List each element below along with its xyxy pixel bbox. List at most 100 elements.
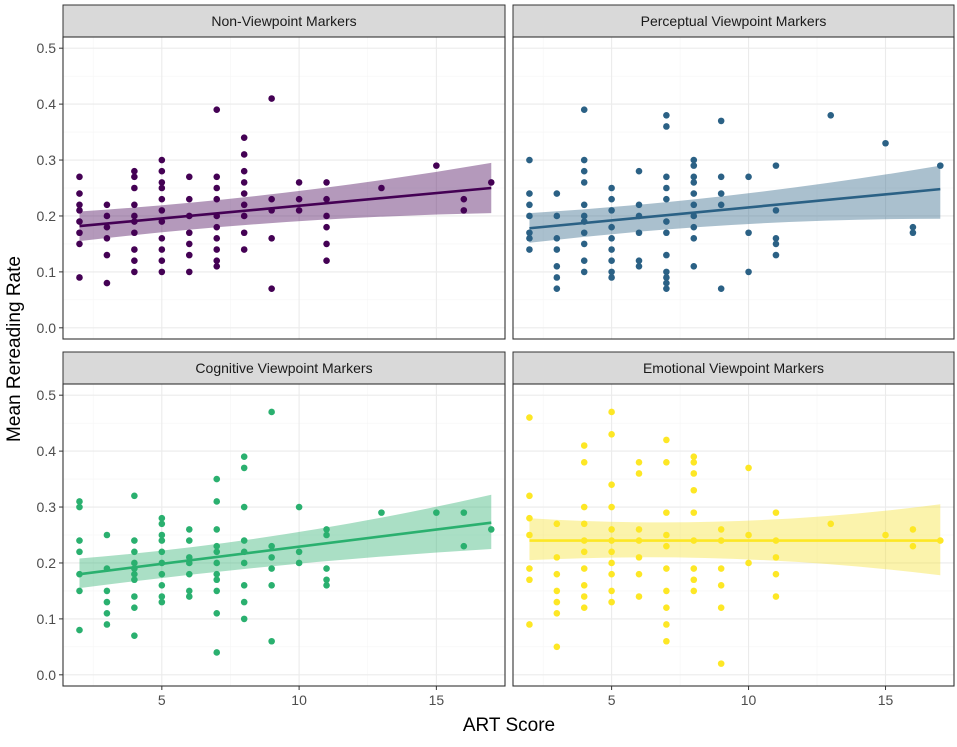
x-tick-label: 5 <box>608 692 616 708</box>
data-point <box>663 285 670 292</box>
facet-title: Emotional Viewpoint Markers <box>643 360 824 376</box>
data-point <box>131 246 138 253</box>
data-point <box>717 173 725 181</box>
confidence-band <box>79 494 492 589</box>
data-point <box>663 229 670 237</box>
data-point <box>717 660 725 667</box>
data-point <box>580 156 588 164</box>
facet-title: Cognitive Viewpoint Markers <box>195 360 372 376</box>
data-point <box>268 582 275 589</box>
data-point <box>158 246 166 253</box>
data-point <box>553 212 561 220</box>
data-point <box>663 251 670 259</box>
data-point <box>526 565 533 572</box>
data-point <box>76 190 83 197</box>
data-point <box>580 548 588 556</box>
data-point <box>76 201 83 209</box>
data-point <box>526 201 533 209</box>
data-point <box>268 95 275 102</box>
data-point <box>158 207 166 214</box>
data-point <box>213 649 221 656</box>
data-point <box>580 268 588 276</box>
data-point <box>213 106 221 114</box>
data-point <box>663 184 670 192</box>
data-point <box>131 229 138 237</box>
data-point <box>268 285 275 292</box>
data-point <box>663 565 670 572</box>
data-point <box>690 470 698 477</box>
data-point <box>690 156 698 164</box>
data-point <box>185 229 193 237</box>
data-point <box>580 442 588 449</box>
data-point <box>690 576 698 584</box>
data-point <box>745 173 752 181</box>
data-point <box>158 268 166 276</box>
data-point <box>460 542 468 550</box>
data-point <box>268 235 275 242</box>
data-point <box>580 229 588 237</box>
x-tick-label: 15 <box>878 692 894 708</box>
facet-strip <box>512 351 955 385</box>
data-point <box>717 604 725 612</box>
data-point <box>295 207 303 214</box>
data-point <box>76 498 83 505</box>
data-point <box>213 262 221 270</box>
data-point <box>717 565 725 572</box>
data-point <box>663 268 670 276</box>
data-point <box>690 565 698 572</box>
data-point <box>185 587 193 595</box>
data-point <box>580 212 588 220</box>
data-point <box>213 548 221 556</box>
data-point <box>240 246 248 253</box>
data-point <box>323 257 330 265</box>
data-point <box>240 615 248 623</box>
y-tick-label: 0.4 <box>37 443 57 459</box>
data-point <box>608 207 615 214</box>
facet-title: Perceptual Viewpoint Markers <box>641 13 827 29</box>
data-point <box>131 593 138 600</box>
data-point <box>608 246 615 253</box>
data-point <box>240 179 248 186</box>
data-point <box>526 246 533 253</box>
data-point <box>608 570 615 578</box>
data-point <box>690 509 698 516</box>
data-point <box>213 526 221 533</box>
facet-panel-4: Emotional Viewpoint Markers 5 10 15 <box>512 351 955 708</box>
data-point <box>580 604 588 612</box>
y-tick-label: 0.4 <box>37 96 57 112</box>
data-point <box>553 609 561 617</box>
data-point <box>553 246 561 253</box>
data-point <box>526 531 533 539</box>
data-point <box>323 223 330 231</box>
confidence-band <box>79 162 492 242</box>
data-point <box>526 235 533 242</box>
data-point <box>827 111 835 119</box>
data-point <box>323 582 330 589</box>
data-point <box>608 274 615 281</box>
data-point <box>131 184 138 192</box>
data-point <box>608 503 615 511</box>
data-point <box>131 268 138 276</box>
data-point <box>580 565 588 572</box>
data-point <box>76 587 83 595</box>
data-point <box>131 537 138 544</box>
data-point <box>213 184 221 192</box>
data-point <box>526 621 533 628</box>
data-point <box>240 559 248 567</box>
data-point <box>663 173 670 181</box>
data-point <box>526 229 533 237</box>
data-point <box>158 514 166 522</box>
data-point <box>213 570 221 578</box>
data-point <box>240 212 248 220</box>
data-point <box>268 637 275 645</box>
data-point <box>717 526 725 533</box>
data-point <box>268 542 275 550</box>
facet-panel-1: Non-Viewpoint Markers 0.0 0.1 0.2 0.3 0.4 0.5 <box>37 4 506 340</box>
data-point <box>580 179 588 186</box>
data-point <box>608 548 615 556</box>
facet-panel-2: Perceptual Viewpoint Markers <box>512 4 955 340</box>
data-point <box>76 274 83 281</box>
data-point <box>772 509 780 516</box>
data-point <box>690 201 698 209</box>
data-point <box>526 414 533 421</box>
